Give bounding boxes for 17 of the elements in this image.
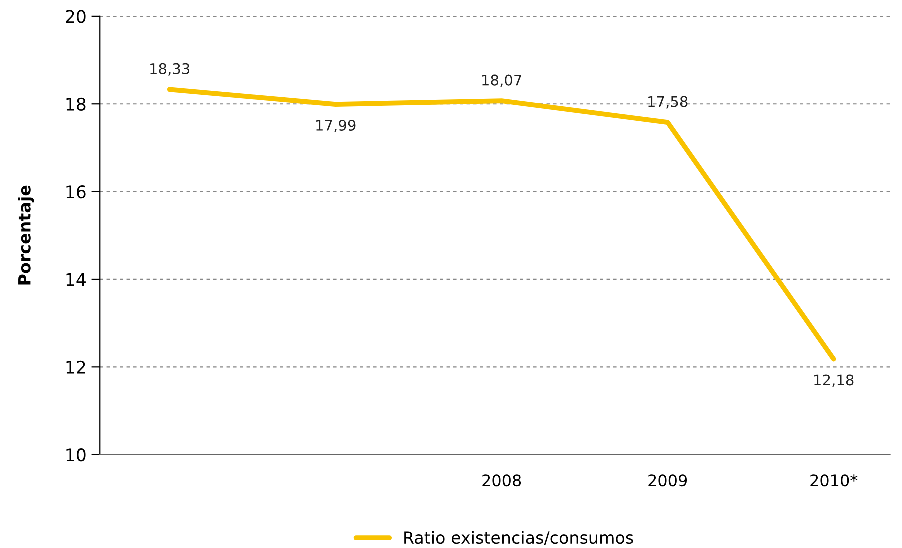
y-tick-label: 14 <box>66 273 86 286</box>
y-tick-label: 10 <box>66 448 86 462</box>
line-series <box>167 87 836 362</box>
data-label: 12,18 <box>814 374 854 388</box>
data-label: 18,33 <box>150 63 190 76</box>
y-tick-label: 16 <box>66 186 86 199</box>
legend-label: Ratio existencias/consumos <box>404 531 634 546</box>
x-tick-label: 2009 <box>648 474 688 487</box>
data-label: 17,58 <box>648 96 688 109</box>
x-tick-label: 2010* <box>810 474 858 487</box>
y-tick-label: 12 <box>66 360 86 374</box>
y-tick-label: 18 <box>66 98 86 111</box>
x-tick-label: 2008 <box>482 474 522 487</box>
y-tick-label: 20 <box>66 10 86 24</box>
y-axis-title: Porcentaje <box>18 186 34 285</box>
data-label: 18,07 <box>482 74 522 88</box>
data-label: 17,99 <box>316 120 356 132</box>
